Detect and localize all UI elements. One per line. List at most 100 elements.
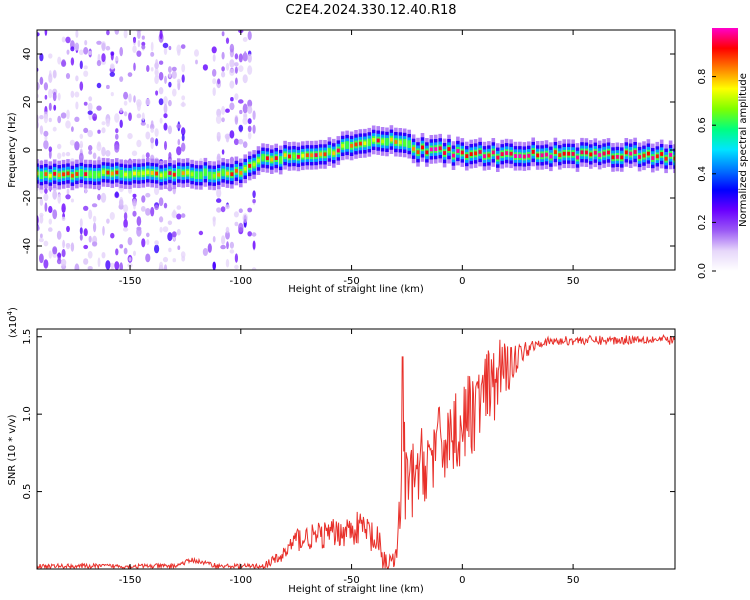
heatmap-noise-cell [202, 64, 208, 71]
heatmap-noise-cell [167, 220, 173, 226]
heatmap-noise-cell [167, 232, 173, 242]
heatmap-noise-cell [171, 70, 177, 79]
heatmap-noise-cell [225, 230, 230, 240]
heatmap-peak-cell [44, 172, 48, 176]
heatmap-noise-cell [79, 218, 83, 228]
heatmap-noise-cell [252, 110, 256, 120]
heatmap-peak-cell [66, 171, 70, 176]
heatmap-noise-cell [132, 45, 137, 53]
heatmap-noise-cell [158, 71, 164, 81]
x-tick-label: 50 [567, 575, 580, 586]
heatmap-peak-cell [310, 153, 314, 158]
heatmap-peak-cell [203, 170, 207, 175]
heatmap-peak-cell [84, 172, 88, 176]
heatmap-noise-cell [212, 54, 216, 62]
heatmap-noise-cell [221, 149, 225, 155]
heatmap-peak-cell [447, 147, 451, 151]
heatmap-noise-cell [150, 41, 154, 52]
heatmap-peak-cell [354, 142, 358, 147]
colorbar: 0.0 0.2 0.4 0.6 0.8 Normalized spectral ampl… [697, 28, 749, 279]
heatmap-peak-cell [48, 173, 52, 178]
heatmap-noise-cell [109, 212, 115, 220]
snr-exponent-label: (x104) [6, 307, 19, 338]
heatmap-noise-cell [163, 103, 168, 114]
heatmap-noise-cell [37, 32, 40, 37]
heatmap-noise-cell [74, 42, 80, 51]
heatmap-noise-cell [128, 112, 132, 121]
heatmap-noise-cell [242, 141, 248, 148]
heatmap-noise-cell [150, 128, 154, 133]
heatmap-noise-cell [141, 35, 145, 40]
heatmap-noise-cell [87, 266, 93, 270]
heatmap-noise-cell [229, 59, 235, 68]
heatmap-noise-cell [217, 78, 221, 85]
heatmap-noise-cell [176, 146, 182, 156]
heatmap-noise-cell [154, 240, 159, 246]
heatmap-noise-cell [176, 228, 181, 236]
heatmap-noise-cell [57, 56, 62, 65]
colorbar-tick-label: 0.2 [697, 214, 708, 230]
heatmap-peak-cell [150, 171, 154, 175]
heatmap-noise-cell [230, 97, 234, 102]
spectrogram-panel: -150 -100 -50 0 50 -40 -20 0 20 40 Height of stra… [7, 29, 676, 295]
heatmap-noise-cell [101, 42, 106, 52]
x-tick-label: -50 [343, 575, 359, 586]
heatmap-peak-cell [159, 173, 163, 178]
heatmap-peak-cell [407, 142, 411, 146]
heatmap-peak-cell [190, 172, 194, 177]
heatmap-peak-cell [421, 145, 424, 150]
heatmap-noise-cell [154, 70, 159, 75]
heatmap-peak-cell [487, 153, 491, 158]
heatmap-noise-cell [127, 72, 133, 77]
heatmap-noise-cell [145, 131, 151, 140]
heatmap-peak-cell [624, 150, 628, 155]
heatmap-noise-cell [84, 40, 88, 46]
heatmap-noise-cell [83, 70, 89, 77]
heatmap-noise-cell [53, 104, 57, 111]
heatmap-noise-cell [74, 141, 80, 151]
heatmap-noise-cell [115, 248, 119, 256]
heatmap-noise-cell [149, 123, 155, 130]
heatmap-peak-cell [452, 153, 455, 158]
heatmap-noise-cell [105, 260, 111, 270]
heatmap-peak-cell [474, 151, 478, 156]
heatmap-noise-cell [74, 263, 80, 270]
heatmap-noise-cell [48, 53, 53, 59]
x-tick-label: -50 [343, 276, 359, 287]
heatmap-noise-cell [57, 252, 61, 261]
heatmap-noise-cell [238, 65, 244, 72]
heatmap-noise-cell [93, 222, 97, 233]
heatmap-noise-cell [145, 152, 150, 159]
heatmap-peak-cell [412, 146, 416, 151]
heatmap-noise-cell [234, 264, 239, 270]
snr-panel: -150 -100 -50 0 50 0.5 1.0 1.5 Height of straig… [6, 307, 676, 595]
heatmap-noise-cell [110, 51, 115, 56]
heatmap-noise-cell [212, 69, 217, 77]
heatmap-noise-cell [133, 95, 136, 103]
heatmap-peak-cell [615, 155, 619, 159]
heatmap-peak-cell [403, 140, 407, 145]
heatmap-noise-cell [40, 233, 43, 239]
heatmap-noise-cell [43, 82, 48, 91]
heatmap-noise-cell [146, 232, 150, 238]
heatmap-noise-cell [145, 192, 151, 198]
heatmap-noise-cell [101, 146, 106, 157]
heatmap-peak-cell [115, 170, 119, 175]
heatmap-noise-cell [137, 30, 141, 39]
snr-ticks: -150 -100 -50 0 50 0.5 1.0 1.5 [22, 329, 675, 586]
heatmap-noise-cell [48, 117, 52, 123]
heatmap-noise-cell [136, 227, 142, 237]
heatmap-peak-cell [265, 156, 269, 161]
heatmap-noise-cell [145, 98, 151, 106]
heatmap-noise-cell [154, 186, 160, 196]
heatmap-noise-cell [229, 130, 235, 139]
heatmap-noise-cell [106, 84, 110, 90]
heatmap-noise-cell [39, 214, 44, 224]
heatmap-noise-cell [62, 239, 65, 249]
heatmap-noise-cell [171, 210, 178, 219]
heatmap-noise-cell [234, 116, 239, 125]
heatmap-noise-cell [88, 235, 92, 243]
heatmap-noise-cell [251, 232, 257, 237]
heatmap-noise-cell [168, 247, 172, 253]
heatmap-noise-cell [123, 30, 128, 39]
